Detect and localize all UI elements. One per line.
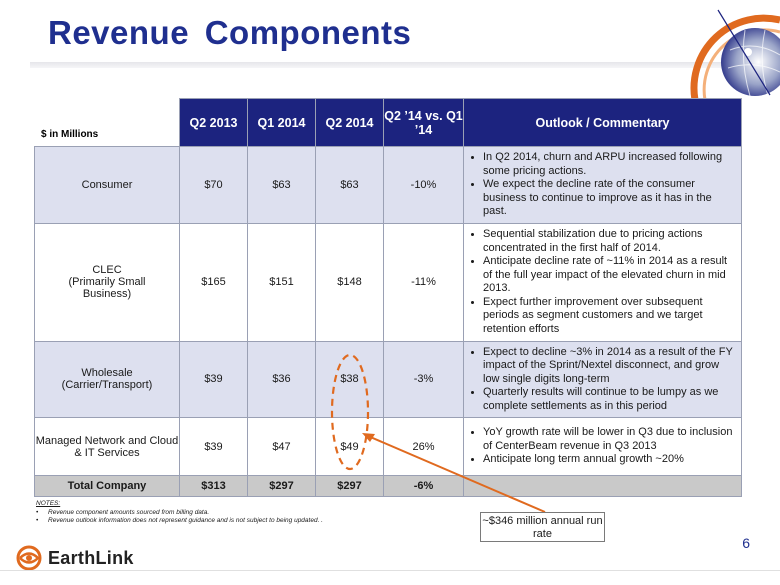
callout-text: ~$346 million annual run rate	[482, 515, 603, 540]
col-header-commentary: Outlook / Commentary	[463, 98, 742, 147]
commentary-cell: Sequential stabilization due to pricing …	[463, 222, 742, 342]
highlight-oval	[330, 353, 370, 471]
segment-subtitle: (Carrier/Transport)	[61, 379, 153, 392]
table-header-row: $ in Millions Q2 2013 Q1 2014 Q2 2014 Q2…	[34, 98, 742, 147]
value-cell: $39	[179, 417, 248, 476]
segment-cell: CLEC (Primarily Small Business)	[34, 222, 180, 342]
title-underline	[30, 62, 730, 68]
value-cell: $297	[315, 475, 384, 497]
commentary-item: Expect further improvement over subseque…	[483, 296, 735, 337]
change-cell: -10%	[383, 146, 464, 224]
change-cell: 26%	[383, 417, 464, 476]
brand-name: EarthLink	[48, 547, 134, 568]
commentary-item: Quarterly results will continue to be lu…	[483, 386, 735, 413]
unit-label: $ in Millions	[34, 98, 180, 147]
table-row: Managed Network and Cloud & IT Services …	[34, 417, 742, 476]
segment-name: Wholesale	[81, 367, 133, 380]
empty-cell	[463, 475, 742, 497]
value-cell: $148	[315, 222, 384, 342]
revenue-table: $ in Millions Q2 2013 Q1 2014 Q2 2014 Q2…	[34, 98, 742, 497]
value-cell: $70	[179, 146, 248, 224]
commentary-cell: In Q2 2014, churn and ARPU increased fol…	[463, 146, 742, 224]
note-text: Revenue component amounts sourced from b…	[48, 508, 210, 516]
value-cell: $38	[315, 340, 384, 418]
earthlink-logo-icon	[16, 545, 42, 571]
footer-divider	[0, 570, 780, 571]
commentary-cell: YoY growth rate will be lower in Q3 due …	[463, 417, 742, 476]
commentary-item: YoY growth rate will be lower in Q3 due …	[483, 426, 735, 453]
arrowhead-icon	[362, 433, 375, 442]
callout-arrow	[367, 435, 546, 513]
value-cell: $297	[247, 475, 316, 497]
col-header-change: Q2 ’14 vs. Q1 ’14	[383, 98, 464, 147]
table-row: CLEC (Primarily Small Business) $165 $151…	[34, 222, 742, 342]
segment-subtitle: (Primarily Small Business)	[68, 276, 146, 300]
col-header-q1-2014: Q1 2014	[247, 98, 316, 147]
segment-cell: Consumer	[34, 146, 180, 224]
col-header-q2-2013: Q2 2013	[179, 98, 248, 147]
commentary-item: Anticipate long term annual growth ~20%	[483, 453, 735, 467]
notes-heading: NOTES:	[36, 500, 61, 507]
change-cell: -3%	[383, 340, 464, 418]
table-row: Consumer $70 $63 $63 -10% In Q2 2014, ch…	[34, 146, 742, 224]
segment-cell: Total Company	[34, 475, 180, 497]
col-header-q2-2014: Q2 2014	[315, 98, 384, 147]
total-row: Total Company $313 $297 $297 -6%	[34, 475, 742, 497]
value-cell: $49	[315, 417, 384, 476]
page-number: 6	[742, 535, 750, 551]
commentary-item: Anticipate decline rate of ~11% in 2014 …	[483, 255, 735, 296]
commentary-item: We expect the decline rate of the consum…	[483, 178, 735, 219]
notes-section: NOTES: • Revenue component amounts source…	[36, 500, 323, 526]
note-text: Revenue outlook information does not rep…	[48, 517, 323, 524]
commentary-item: Expect to decline ~3% in 2014 as a resul…	[483, 346, 735, 387]
slide-title: Revenue Components	[48, 14, 412, 51]
commentary-item: In Q2 2014, churn and ARPU increased fol…	[483, 151, 735, 178]
change-cell: -6%	[383, 475, 464, 497]
value-cell: $151	[247, 222, 316, 342]
segment-name: CLEC	[92, 264, 122, 276]
brand-logo: EarthLink	[16, 545, 134, 571]
value-cell: $36	[247, 340, 316, 418]
value-cell: $313	[179, 475, 248, 497]
note-item: • Revenue outlook information does not re…	[36, 517, 323, 524]
globe-graphic-icon	[690, 9, 780, 100]
note-item: • Revenue component amounts sourced from …	[36, 508, 210, 516]
callout-box: ~$346 million annual run rate	[480, 512, 605, 542]
value-cell: $39	[179, 340, 248, 418]
commentary-item: Sequential stabilization due to pricing …	[483, 228, 735, 255]
segment-cell: Managed Network and Cloud & IT Services	[34, 417, 180, 476]
value-cell: $63	[315, 146, 384, 224]
segment-cell: Wholesale (Carrier/Transport)	[34, 340, 180, 418]
